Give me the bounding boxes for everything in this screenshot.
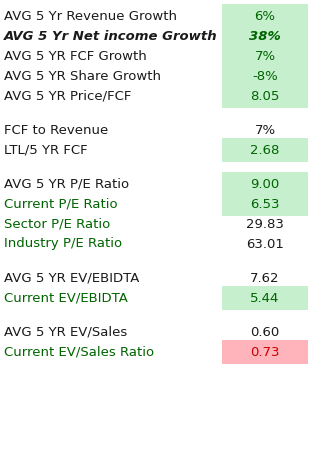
Text: 7%: 7% xyxy=(255,124,275,137)
FancyBboxPatch shape xyxy=(222,138,308,163)
Text: 6.53: 6.53 xyxy=(250,198,280,211)
Text: 0.73: 0.73 xyxy=(250,345,280,358)
Text: AVG 5 YR EV/Sales: AVG 5 YR EV/Sales xyxy=(4,325,127,338)
FancyBboxPatch shape xyxy=(222,339,308,364)
Text: AVG 5 YR Share Growth: AVG 5 YR Share Growth xyxy=(4,69,161,82)
Text: 38%: 38% xyxy=(249,30,281,43)
Text: AVG 5 YR EV/EBIDTA: AVG 5 YR EV/EBIDTA xyxy=(4,271,139,284)
Text: AVG 5 YR P/E Ratio: AVG 5 YR P/E Ratio xyxy=(4,177,129,190)
Text: AVG 5 Yr Net income Growth: AVG 5 Yr Net income Growth xyxy=(4,30,218,43)
Text: Industry P/E Ratio: Industry P/E Ratio xyxy=(4,238,122,250)
FancyBboxPatch shape xyxy=(222,286,308,310)
Text: 2.68: 2.68 xyxy=(250,144,280,156)
Text: AVG 5 YR Price/FCF: AVG 5 YR Price/FCF xyxy=(4,89,131,102)
Text: FCF to Revenue: FCF to Revenue xyxy=(4,124,108,137)
Text: 63.01: 63.01 xyxy=(246,238,284,250)
Text: 6%: 6% xyxy=(255,10,275,23)
Text: AVG 5 Yr Revenue Growth: AVG 5 Yr Revenue Growth xyxy=(4,10,177,23)
FancyBboxPatch shape xyxy=(222,172,308,216)
FancyBboxPatch shape xyxy=(222,4,308,108)
Text: AVG 5 YR FCF Growth: AVG 5 YR FCF Growth xyxy=(4,50,147,63)
Text: 7.62: 7.62 xyxy=(250,271,280,284)
Text: -8%: -8% xyxy=(252,69,278,82)
Text: 8.05: 8.05 xyxy=(250,89,280,102)
Text: Current EV/EBIDTA: Current EV/EBIDTA xyxy=(4,292,128,305)
Text: Current P/E Ratio: Current P/E Ratio xyxy=(4,198,118,211)
Text: 7%: 7% xyxy=(255,50,275,63)
Text: Current EV/Sales Ratio: Current EV/Sales Ratio xyxy=(4,345,154,358)
Text: 9.00: 9.00 xyxy=(250,177,280,190)
Text: LTL/5 YR FCF: LTL/5 YR FCF xyxy=(4,144,88,156)
Text: 5.44: 5.44 xyxy=(250,292,280,305)
Text: Sector P/E Ratio: Sector P/E Ratio xyxy=(4,218,110,231)
Text: 0.60: 0.60 xyxy=(250,325,280,338)
Text: 29.83: 29.83 xyxy=(246,218,284,231)
